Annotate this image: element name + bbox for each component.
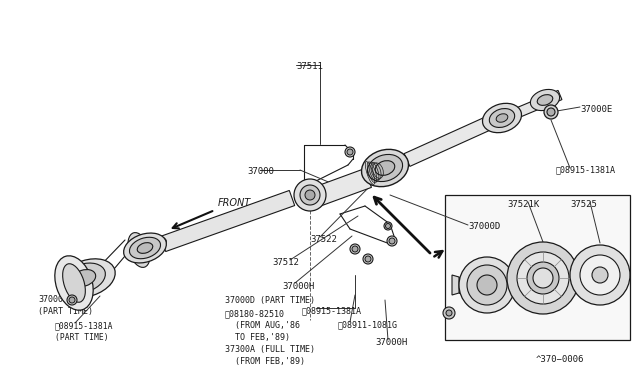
Text: Ⓦ08915-1381A: Ⓦ08915-1381A [55,321,113,330]
Circle shape [347,149,353,155]
Ellipse shape [61,259,115,297]
Ellipse shape [55,256,93,310]
Ellipse shape [483,103,522,133]
Ellipse shape [517,252,569,304]
Circle shape [345,147,355,157]
Circle shape [363,254,373,264]
Text: 37000D: 37000D [468,222,500,231]
Circle shape [547,108,555,116]
Circle shape [446,310,452,316]
Ellipse shape [537,94,553,105]
Ellipse shape [63,263,106,293]
Ellipse shape [507,242,579,314]
Text: 37300A (FULL TIME): 37300A (FULL TIME) [225,345,315,354]
Circle shape [389,238,395,244]
Text: 37000D (PART TIME): 37000D (PART TIME) [225,296,315,305]
Circle shape [69,297,75,303]
Text: 37511: 37511 [296,62,323,71]
Bar [445,195,630,340]
Ellipse shape [300,185,320,205]
Ellipse shape [137,243,153,253]
Ellipse shape [459,257,515,313]
Text: 37000H: 37000H [282,282,314,291]
Ellipse shape [72,270,95,286]
Text: Ⓒ08180-82510: Ⓒ08180-82510 [225,309,285,318]
Ellipse shape [128,232,150,267]
Text: FRONT: FRONT [218,198,252,208]
Text: 37512: 37512 [272,258,299,267]
Ellipse shape [592,267,608,283]
Ellipse shape [129,237,161,259]
Text: Ⓦ08915-1381A: Ⓦ08915-1381A [302,306,362,315]
Ellipse shape [570,245,630,305]
Ellipse shape [467,265,507,305]
Polygon shape [160,190,294,251]
Text: ^370−0006: ^370−0006 [536,355,584,364]
Text: (FROM FEB,'89): (FROM FEB,'89) [225,357,305,366]
Circle shape [387,236,397,246]
Ellipse shape [490,109,515,128]
Circle shape [352,246,358,252]
Circle shape [365,256,371,262]
Text: (PART TIME): (PART TIME) [55,333,109,342]
Text: (PART TIME): (PART TIME) [38,307,93,316]
Ellipse shape [527,262,559,294]
Circle shape [385,224,390,228]
Circle shape [384,222,392,230]
Polygon shape [452,275,459,295]
Ellipse shape [580,255,620,295]
Ellipse shape [362,149,408,187]
Text: 37521K: 37521K [507,200,540,209]
Ellipse shape [533,268,553,288]
Text: 37522: 37522 [310,235,337,244]
Ellipse shape [375,161,395,175]
Circle shape [350,244,360,254]
Ellipse shape [531,89,559,110]
Text: 37000E: 37000E [38,295,68,304]
Text: 37000H: 37000H [375,338,407,347]
Polygon shape [404,112,503,166]
Circle shape [544,105,558,119]
Ellipse shape [124,233,166,263]
Text: (FROM AUG,'86: (FROM AUG,'86 [225,321,300,330]
Text: 37525: 37525 [570,200,597,209]
Ellipse shape [294,179,326,211]
Text: 37000: 37000 [247,167,274,176]
Ellipse shape [496,114,508,122]
Ellipse shape [63,264,85,302]
Text: 37000E: 37000E [580,105,612,114]
Ellipse shape [477,275,497,295]
Text: Ⓠ08911-1081G: Ⓠ08911-1081G [338,320,398,329]
Ellipse shape [305,190,315,200]
Polygon shape [305,169,371,209]
Ellipse shape [132,237,166,256]
Text: Ⓦ08915-1381A: Ⓦ08915-1381A [556,165,616,174]
Text: TO FEB,'89): TO FEB,'89) [225,333,290,342]
Circle shape [443,307,455,319]
Circle shape [67,295,77,305]
Ellipse shape [367,154,403,182]
Polygon shape [515,90,562,118]
